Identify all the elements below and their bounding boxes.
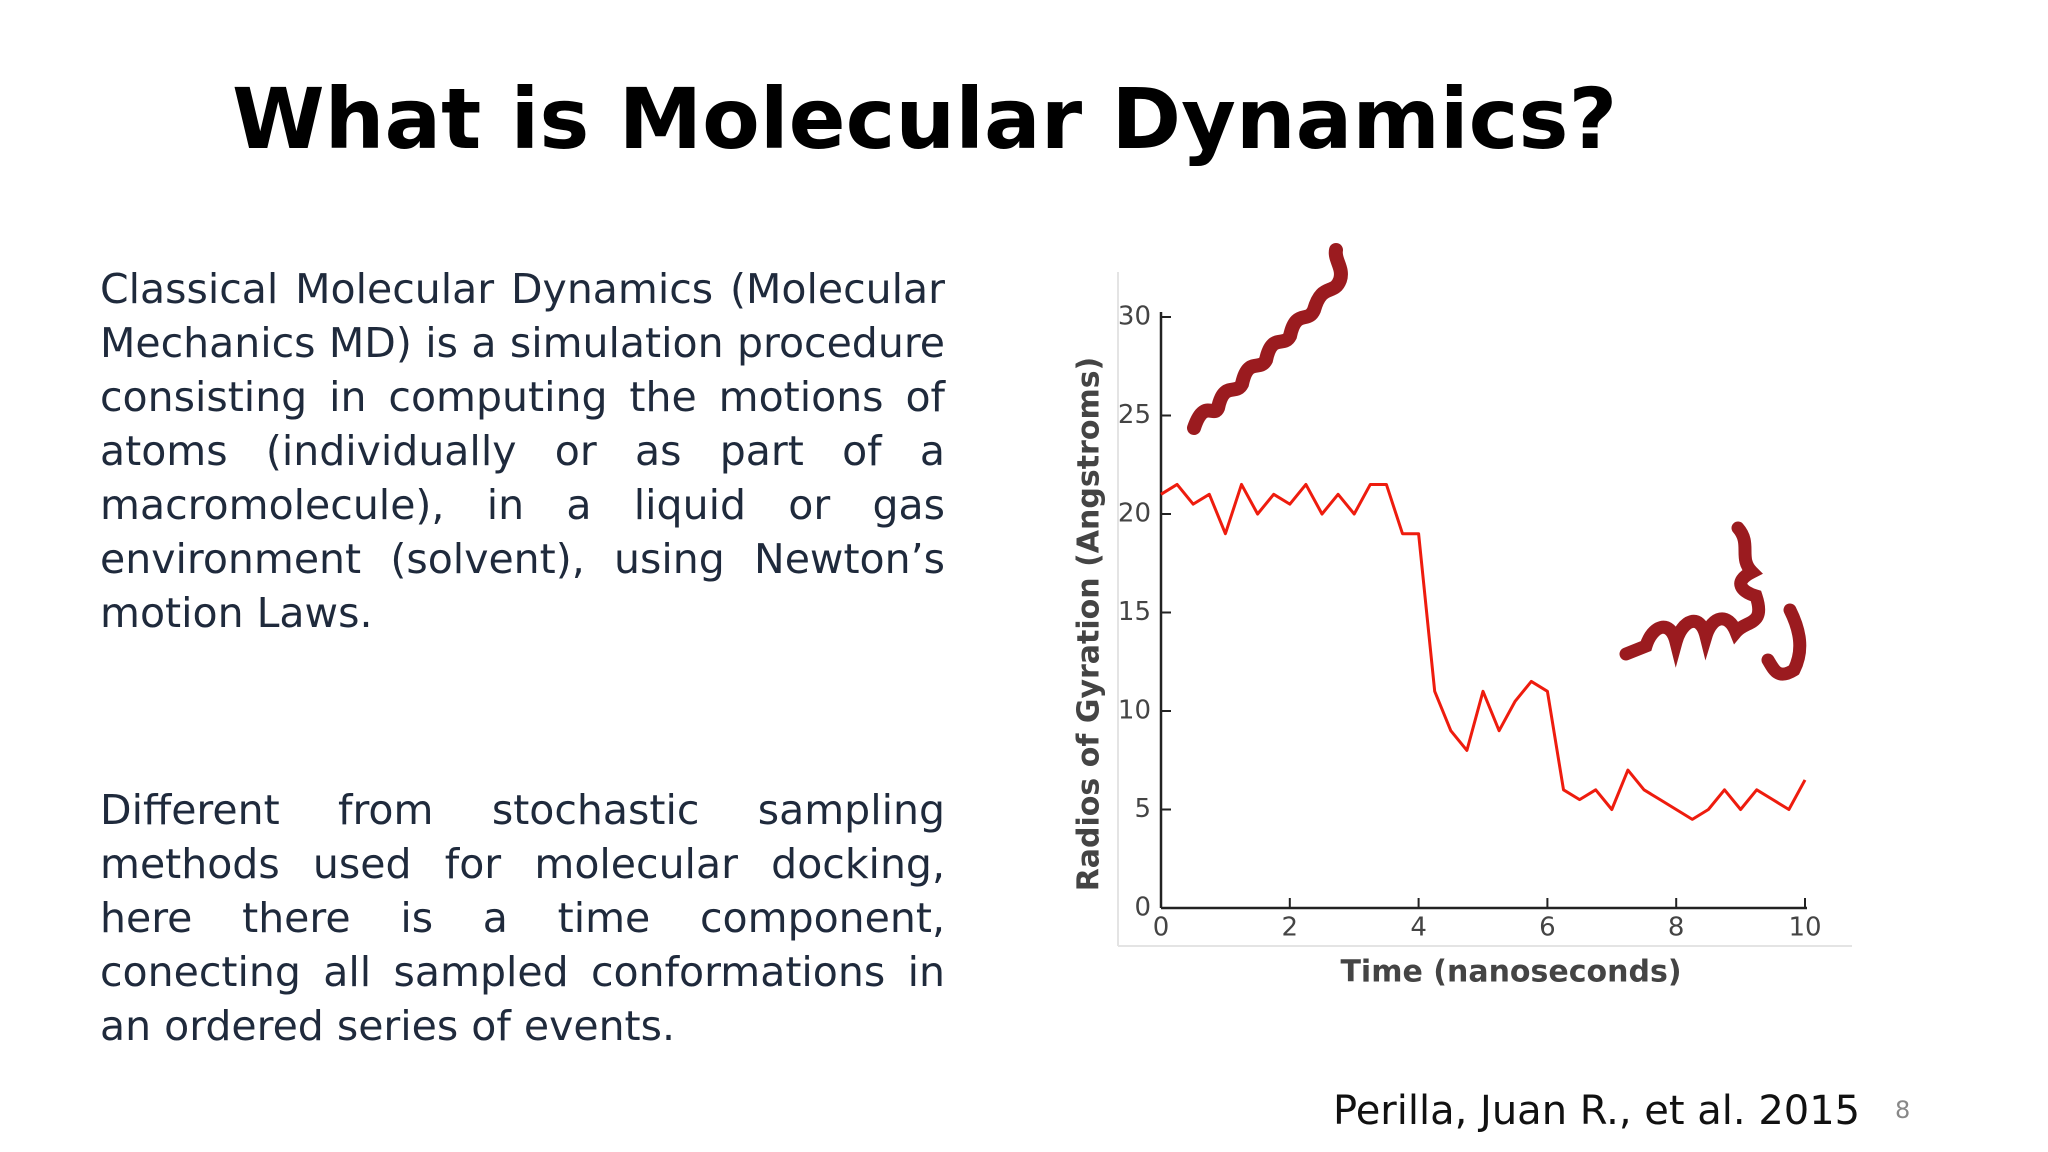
citation: Perilla, Juan R., et al. 2015 [1333,1088,1861,1134]
x-tick-label: 4 [1410,913,1427,943]
slide-title: What is Molecular Dynamics? [232,70,1618,168]
y-tick-label: 30 [1118,302,1151,332]
x-tick-label: 2 [1282,913,1299,943]
y-tick-label: 10 [1118,696,1151,726]
x-tick-label: 6 [1539,913,1556,943]
x-axis-label: Time (nanoseconds) [1340,955,1681,990]
y-tick-label: 25 [1118,400,1151,430]
y-tick-label: 20 [1118,499,1151,529]
y-tick-label: 5 [1134,794,1151,824]
y-tick-label: 15 [1118,597,1151,627]
paragraph: Different from stochastic sampling metho… [100,786,945,1050]
data-line [1160,482,1807,821]
x-tick-label: 10 [1788,913,1821,943]
page-number: 8 [1895,1096,1911,1124]
x-tick-label: 0 [1153,913,1170,943]
protein-helix [1187,243,1348,435]
y-axis-label: Radios of Gyration (Angstroms) [1072,357,1107,892]
y-tick-label: 0 [1134,893,1151,923]
paragraph: Classical Molecular Dynamics (Molecular … [100,265,945,637]
x-tick-label: 8 [1668,913,1685,943]
protein-helix [1619,521,1807,681]
